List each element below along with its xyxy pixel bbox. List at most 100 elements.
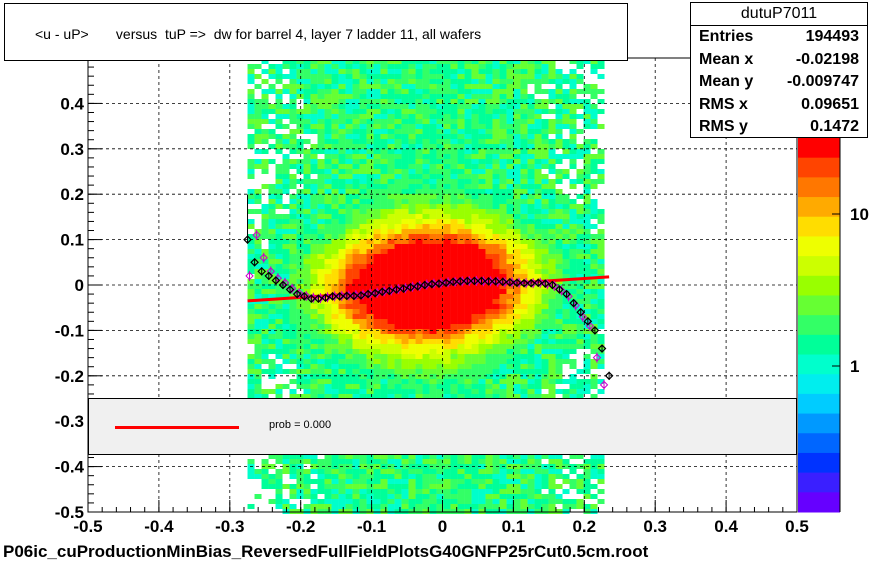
heat-cell <box>583 474 591 479</box>
heat-cell <box>583 169 591 174</box>
heat-cell <box>478 209 486 214</box>
heat-cell <box>548 299 556 304</box>
heat-cell <box>548 354 556 359</box>
heat-cell <box>296 194 304 199</box>
heat-cell <box>289 459 297 464</box>
heat-cell <box>324 144 332 149</box>
profile-black-point <box>455 277 465 286</box>
stats-row-rms-x: RMS x 0.09651 <box>691 94 867 117</box>
heat-cell <box>541 474 549 479</box>
heat-cell <box>310 479 318 484</box>
profile-black-point <box>491 277 501 286</box>
heat-cell <box>527 484 535 489</box>
heat-cell <box>506 319 514 324</box>
heat-cell <box>268 304 276 309</box>
heat-cell <box>534 89 542 94</box>
heat-cell <box>562 119 570 124</box>
heat-cell <box>471 289 479 294</box>
heat-cell <box>527 74 535 79</box>
y-tick-label: 0.1 <box>60 231 84 250</box>
heat-cell <box>401 104 409 109</box>
heat-cell <box>541 234 549 239</box>
heat-cell <box>436 474 444 479</box>
heat-cell <box>443 144 451 149</box>
heat-cell <box>338 94 346 99</box>
heat-cell <box>247 384 255 389</box>
heat-cell <box>373 209 381 214</box>
heat-cell <box>345 64 353 69</box>
heat-cell <box>338 184 346 189</box>
heat-cell <box>310 369 318 374</box>
heat-cell <box>275 389 283 394</box>
heat-cell <box>583 89 591 94</box>
heat-cell <box>506 174 514 179</box>
heat-cell <box>247 504 255 509</box>
heat-cell <box>408 499 416 504</box>
heat-cell <box>254 254 262 259</box>
heat-cell <box>541 129 549 134</box>
heat-cell <box>520 389 528 394</box>
heat-cell <box>261 219 269 224</box>
heat-cell <box>555 94 563 99</box>
heat-cell <box>457 79 465 84</box>
heat-cell <box>471 324 479 329</box>
heat-cell <box>492 104 500 109</box>
heat-cell <box>520 229 528 234</box>
heat-cell <box>576 149 584 154</box>
heat-cell <box>394 239 402 244</box>
heat-cell <box>310 164 318 169</box>
heat-cell <box>492 164 500 169</box>
heat-cell <box>555 469 563 474</box>
heat-cell <box>562 244 570 249</box>
heat-cell <box>296 199 304 204</box>
heat-cell <box>520 144 528 149</box>
heat-cell <box>499 294 507 299</box>
heat-cell <box>289 94 297 99</box>
heat-cell <box>352 394 360 399</box>
heat-cell <box>352 489 360 494</box>
heat-cell <box>261 94 269 99</box>
heat-cell <box>450 94 458 99</box>
heat-cell <box>387 294 395 299</box>
heat-cell <box>317 199 325 204</box>
heat-cell <box>373 334 381 339</box>
heat-cell <box>534 134 542 139</box>
heat-cell <box>261 69 269 74</box>
heat-cell <box>261 229 269 234</box>
heat-cell <box>478 134 486 139</box>
heat-cell <box>352 124 360 129</box>
heat-cell <box>506 69 514 74</box>
heat-cell <box>569 184 577 189</box>
heat-cell <box>590 269 598 274</box>
heat-cell <box>555 304 563 309</box>
heat-cell <box>457 84 465 89</box>
heat-cell <box>457 69 465 74</box>
heat-cell <box>506 169 514 174</box>
heat-cell <box>261 104 269 109</box>
stats-row-entries: Entries 194493 <box>691 26 867 49</box>
heat-cell <box>555 219 563 224</box>
heat-cell <box>373 104 381 109</box>
heat-cell <box>324 364 332 369</box>
heat-cell <box>387 214 395 219</box>
heat-cell <box>443 94 451 99</box>
heat-cell <box>506 324 514 329</box>
heat-cell <box>289 79 297 84</box>
heat-cell <box>345 344 353 349</box>
heat-cell <box>555 74 563 79</box>
heat-cell <box>499 94 507 99</box>
heat-cell <box>429 289 437 294</box>
heat-cell <box>492 354 500 359</box>
heat-cell <box>366 469 374 474</box>
heat-cell <box>471 304 479 309</box>
heat-cell <box>331 254 339 259</box>
heat-cell <box>387 299 395 304</box>
heat-cell <box>597 239 605 244</box>
heat-cell <box>492 324 500 329</box>
heat-cell <box>527 339 535 344</box>
heat-cell <box>254 394 262 399</box>
heat-cell <box>275 384 283 389</box>
heat-cell <box>597 364 605 369</box>
heat-cell <box>527 244 535 249</box>
heat-cell <box>534 299 542 304</box>
